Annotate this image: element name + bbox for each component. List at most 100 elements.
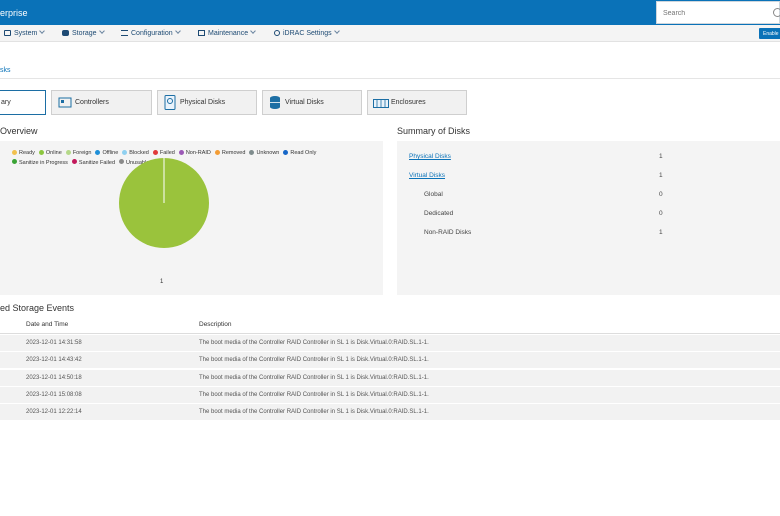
nav-configuration[interactable]: Configuration [121, 28, 181, 37]
event-date: 2023-12-01 14:43:42 [26, 357, 82, 364]
legend-label: Offline [102, 150, 119, 156]
brand-title: erprise [0, 8, 28, 18]
summary-dedicated-value: 0 [659, 210, 663, 217]
controller-icon [58, 97, 72, 108]
legend-item: Read Only [283, 149, 316, 159]
configuration-icon [121, 30, 128, 36]
event-description: The boot media of the Controller RAID Co… [199, 409, 429, 416]
legend-label: Non-RAID [185, 150, 211, 156]
summary-virtual-disks-value: 1 [659, 172, 663, 179]
summary-virtual-disks-label[interactable]: Virtual Disks [409, 172, 446, 179]
legend-label: Ready [19, 150, 35, 156]
column-description[interactable]: Description [199, 321, 232, 328]
tab-physical-disks-label: Physical Disks [180, 99, 226, 106]
legend-item: Ready [12, 149, 35, 159]
legend-swatch [283, 149, 289, 155]
events-title: ed Storage Events [0, 303, 75, 313]
event-date: 2023-12-01 12:22:14 [26, 409, 82, 416]
chevron-down-icon [174, 28, 181, 34]
legend-item: Non-RAID [178, 149, 211, 159]
tab-summary-label: ary [1, 99, 11, 106]
legend-item: Failed [152, 149, 175, 159]
tab-summary[interactable]: ary [0, 90, 46, 115]
table-row[interactable]: 2023-12-01 15:08:08 The boot media of the… [0, 386, 780, 404]
event-date: 2023-12-01 14:50:18 [26, 374, 82, 381]
table-row[interactable]: 2023-12-01 14:31:58 The boot media of the… [0, 335, 780, 352]
search-icon[interactable] [773, 8, 780, 17]
legend-swatch [178, 149, 184, 155]
event-description: The boot media of the Controller RAID Co… [199, 340, 429, 346]
summary-physical-disks-label[interactable]: Physical Disks [409, 153, 451, 160]
table-row[interactable]: 2023-12-01 12:22:14 The boot media of the… [0, 404, 780, 422]
legend-label: Sanitize in Progress [19, 159, 68, 166]
legend-label: Online [45, 150, 62, 156]
nav-configuration-label: Configuration [131, 30, 173, 37]
legend-item: Online [38, 149, 62, 159]
legend-item: Sanitize Failed [71, 159, 115, 169]
nav-idrac-settings[interactable]: iDRAC Settings [274, 28, 340, 37]
top-bar: erprise [0, 0, 780, 25]
summary-non-raid-label: Non-RAID Disks [424, 229, 472, 236]
legend-swatch [12, 149, 17, 155]
breadcrumb[interactable]: sks [0, 67, 11, 74]
physical-disk-icon [164, 95, 176, 110]
status-legend: Ready Online Foreign Offline Blocked Failed No… [12, 149, 362, 168]
chevron-down-icon [333, 28, 340, 34]
legend-item: Unknown [249, 149, 279, 159]
legend-label: Failed [159, 150, 175, 156]
legend-label: Unknown [256, 150, 280, 156]
legend-swatch [12, 159, 17, 164]
pie-chart [119, 158, 209, 248]
legend-item: Removed [214, 149, 245, 159]
summary-global-label: Global [424, 191, 443, 198]
tab-virtual-disks[interactable]: Virtual Disks [262, 90, 362, 115]
enable-button[interactable]: Enable [759, 28, 780, 39]
tab-physical-disks[interactable]: Physical Disks [157, 90, 257, 115]
tab-enclosures-label: Enclosures [391, 99, 426, 106]
table-row[interactable]: 2023-12-01 14:50:18 The boot media of the… [0, 369, 780, 387]
overview-title: Overview [0, 126, 38, 136]
tab-enclosures[interactable]: Enclosures [367, 90, 467, 115]
nav-storage[interactable]: Storage [62, 28, 105, 37]
idrac-settings-icon [274, 30, 280, 36]
legend-item: Blocked [122, 149, 149, 159]
nav-storage-label: Storage [72, 30, 97, 37]
legend-swatch [152, 149, 158, 155]
storage-icon [62, 30, 69, 36]
event-date: 2023-12-01 15:08:08 [26, 391, 82, 398]
search-input[interactable] [657, 3, 767, 24]
column-date-time[interactable]: Date and Time [26, 321, 69, 328]
system-icon [4, 30, 11, 36]
summary-panel [397, 141, 780, 295]
event-description: The boot media of the Controller RAID Co… [199, 374, 429, 381]
chevron-down-icon [98, 28, 105, 34]
legend-label: Read Only [290, 150, 317, 156]
legend-swatch [38, 149, 44, 155]
tab-controllers-label: Controllers [75, 99, 109, 106]
summary-physical-disks-value: 1 [659, 153, 663, 160]
summary-non-raid-value: 1 [659, 229, 663, 236]
table-row[interactable]: 2023-12-01 14:43:42 The boot media of the… [0, 352, 780, 370]
divider [0, 78, 780, 79]
event-date: 2023-12-01 14:31:58 [26, 340, 82, 346]
legend-item: Unusable [119, 159, 149, 169]
tab-virtual-disks-label: Virtual Disks [285, 99, 324, 106]
nav-system[interactable]: System [4, 28, 46, 37]
chevron-down-icon [39, 28, 46, 34]
legend-label: Sanitize Failed [78, 159, 115, 166]
chevron-down-icon [250, 28, 256, 34]
legend-swatch [71, 159, 77, 164]
nav-system-label: System [14, 30, 38, 37]
legend-item: Foreign [65, 149, 92, 159]
legend-swatch [95, 149, 101, 155]
legend-label: Foreign [72, 150, 92, 156]
nav-maintenance-label: Maintenance [208, 30, 249, 37]
search-box[interactable] [656, 1, 780, 24]
nav-maintenance[interactable]: Maintenance [198, 28, 256, 37]
enclosure-icon [373, 99, 389, 108]
events-table-header [0, 316, 780, 334]
disk-status-pie [118, 157, 210, 249]
tab-controllers[interactable]: Controllers [51, 90, 152, 115]
summary-global-value: 0 [659, 191, 663, 198]
legend-swatch [65, 149, 71, 155]
